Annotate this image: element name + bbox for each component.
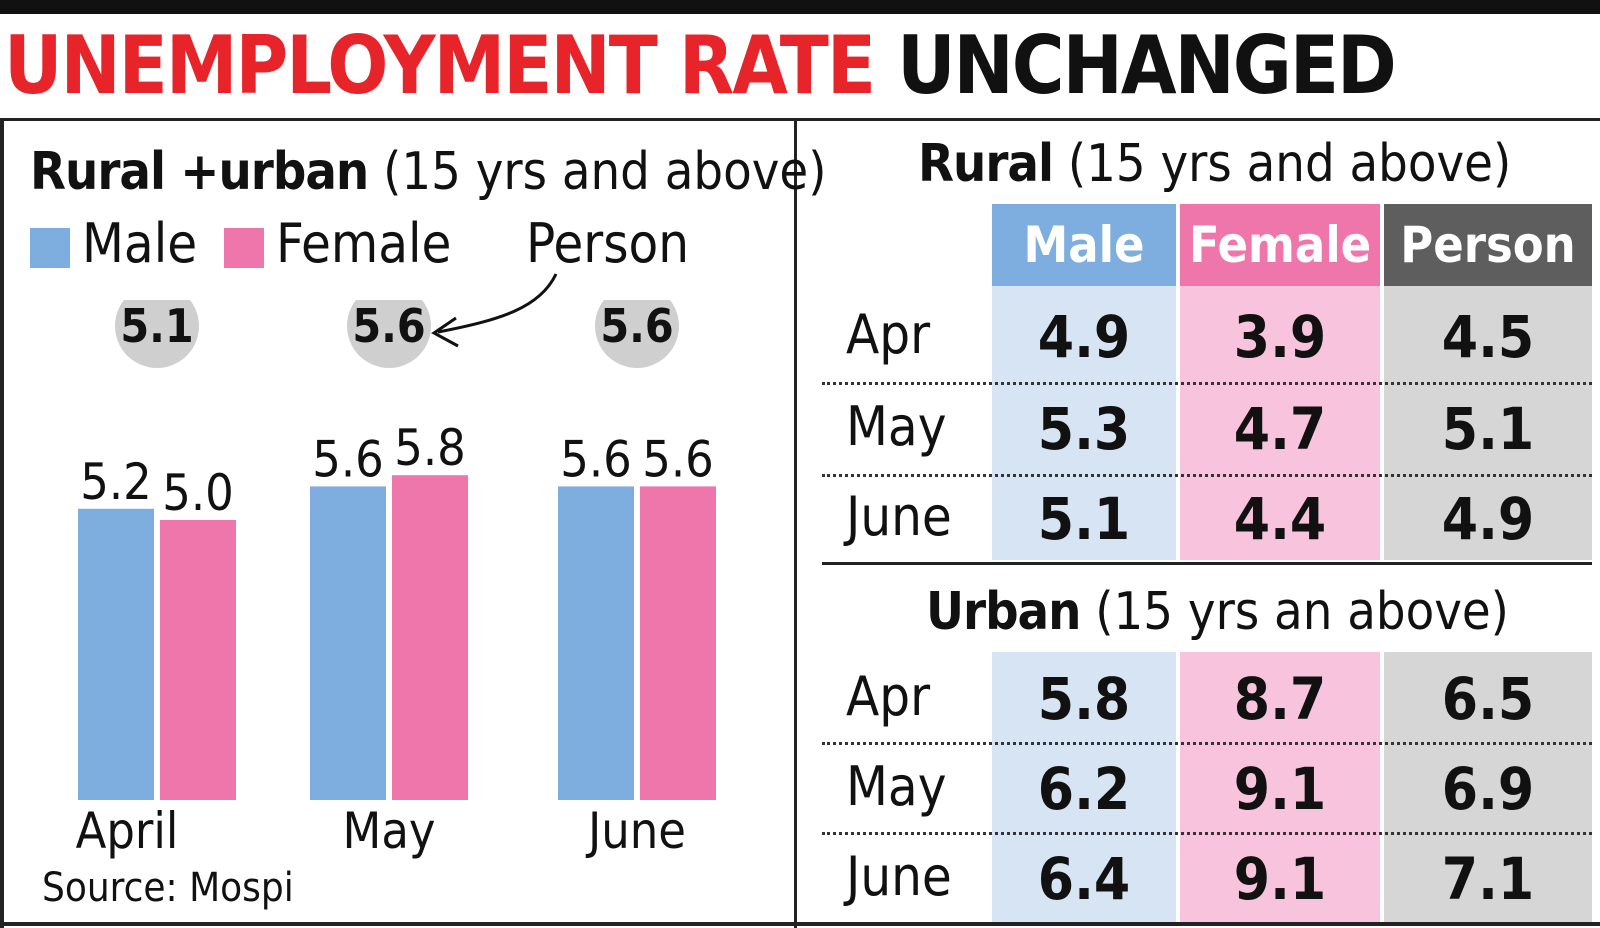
row-separator [822, 742, 1592, 745]
bar-value-label: 5.6 [560, 430, 632, 488]
person-bubble [595, 300, 679, 368]
rural-cell: 4.5 [1441, 303, 1535, 371]
rural-cell: 4.7 [1233, 395, 1327, 463]
frame-bottom-rule [0, 922, 1600, 926]
rural-row-label: May [846, 395, 947, 458]
urban-cell: 9.1 [1233, 845, 1327, 913]
legend-male-swatch [30, 228, 70, 268]
rural-cell: 5.1 [1037, 485, 1131, 553]
rural-row-label: June [846, 485, 952, 548]
left-panel-title-bold: Rural +urban [30, 142, 369, 202]
title-black: UNCHANGED [897, 19, 1397, 112]
rural-cell: 4.9 [1441, 485, 1535, 553]
left-panel-title-rest: (15 yrs and above) [383, 142, 827, 202]
header-person: Person [1384, 204, 1592, 286]
row-separator [822, 382, 1592, 385]
legend-person-label: Person [526, 212, 690, 275]
section-separator [822, 562, 1592, 565]
title-red: UNEMPLOYMENT RATE [4, 19, 876, 112]
bar-male-april [78, 508, 154, 800]
rural-cell: 5.3 [1037, 395, 1131, 463]
bar-female-june [640, 486, 716, 800]
urban-table-title: Urban (15 yrs an above) [926, 582, 1509, 642]
bar-value-label: 5.6 [642, 430, 714, 488]
urban-cell: 6.5 [1441, 665, 1535, 733]
row-separator [822, 474, 1592, 477]
legend-female-swatch [224, 228, 264, 268]
urban-row-label: June [846, 845, 952, 908]
bar-male-may [310, 486, 386, 800]
urban-title-rest: (15 yrs an above) [1095, 582, 1509, 642]
rural-cell: 4.9 [1037, 303, 1131, 371]
person-bubble [115, 300, 199, 368]
rural-title-bold: Rural [918, 134, 1054, 194]
source-note: Source: Mospi [42, 865, 294, 911]
bar-value-label: 5.0 [162, 464, 234, 522]
rural-row-label: Apr [846, 303, 931, 366]
person-value-label: 5.1 [120, 300, 193, 353]
bar-female-may [392, 475, 468, 800]
person-value-label: 5.6 [352, 300, 425, 353]
urban-female-column [1180, 652, 1380, 922]
urban-cell: 7.1 [1441, 845, 1535, 913]
bar-value-label: 5.2 [80, 453, 152, 511]
person-value-label: 5.6 [600, 300, 673, 353]
rural-cell: 5.1 [1441, 395, 1535, 463]
left-panel-title: Rural +urban (15 yrs and above) [30, 142, 826, 202]
bar-value-label: 5.6 [312, 430, 384, 488]
top-bar [0, 0, 1600, 14]
rural-cell: 4.4 [1233, 485, 1327, 553]
urban-cell: 8.7 [1233, 665, 1327, 733]
legend-male-label: Male [82, 212, 198, 275]
legend-female-label: Female [276, 212, 452, 275]
header-male: Male [992, 204, 1176, 286]
header-female: Female [1180, 204, 1380, 286]
row-separator [822, 832, 1592, 835]
rural-title-rest: (15 yrs and above) [1067, 134, 1512, 194]
urban-male-column [992, 652, 1176, 922]
rural-table-title: Rural (15 yrs and above) [918, 134, 1511, 194]
bar-male-june [558, 486, 634, 800]
urban-cell: 6.9 [1441, 755, 1535, 823]
urban-row-label: May [846, 755, 947, 818]
panel-divider [794, 118, 797, 928]
category-label-june: June [585, 802, 686, 860]
page-title: UNEMPLOYMENT RATE UNCHANGED [4, 18, 1397, 114]
urban-cell: 9.1 [1233, 755, 1327, 823]
urban-cell: 6.2 [1037, 755, 1131, 823]
category-label-april: April [76, 802, 179, 860]
person-pointer-arrow [431, 273, 558, 348]
urban-cell: 5.8 [1037, 665, 1131, 733]
bar-female-april [160, 520, 236, 800]
bar-value-label: 5.8 [394, 419, 466, 477]
category-label-may: May [343, 802, 436, 860]
rural-cell: 3.9 [1233, 303, 1327, 371]
frame-left-rule [0, 118, 4, 928]
urban-title-bold: Urban [926, 582, 1081, 642]
person-bubble [347, 300, 431, 368]
frame-top-rule [0, 118, 1600, 121]
urban-cell: 6.4 [1037, 845, 1131, 913]
urban-person-column [1384, 652, 1592, 922]
urban-row-label: Apr [846, 665, 931, 728]
